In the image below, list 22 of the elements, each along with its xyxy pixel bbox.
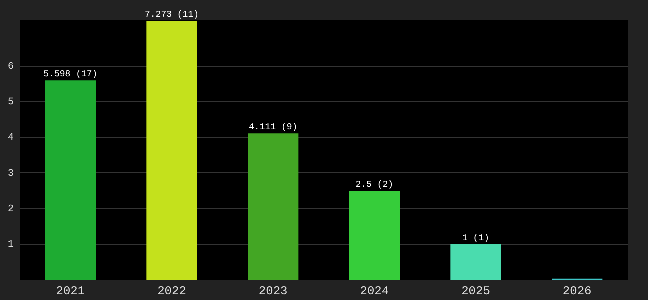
y-tick-label: 2 bbox=[8, 204, 14, 216]
y-tick-label: 5 bbox=[8, 98, 14, 109]
y-tick-label: 6 bbox=[8, 62, 14, 73]
data-label: 7.273 (11) bbox=[144, 10, 200, 20]
data-label: 2.5 (2) bbox=[356, 180, 394, 190]
x-tick-label: 2021 bbox=[56, 284, 86, 298]
bar bbox=[146, 20, 198, 280]
data-label: 1 (1) bbox=[462, 233, 490, 244]
x-tick-label: 2022 bbox=[158, 284, 186, 298]
x-tick-label: 2025 bbox=[462, 284, 490, 298]
bar bbox=[248, 134, 299, 280]
data-label: 4.111 (9) bbox=[249, 122, 298, 132]
y-tick-label: 1 bbox=[8, 240, 14, 252]
y-tick-label: 3 bbox=[8, 168, 14, 180]
x-tick-label: 2023 bbox=[258, 284, 288, 298]
bar bbox=[349, 190, 400, 280]
x-tick-label: 2024 bbox=[360, 284, 390, 298]
data-label: 5.598 (17) bbox=[44, 70, 98, 80]
bar bbox=[45, 80, 96, 280]
x-tick-label: 2026 bbox=[562, 284, 592, 298]
y-tick-label: 4 bbox=[8, 133, 14, 144]
bar bbox=[450, 244, 502, 280]
